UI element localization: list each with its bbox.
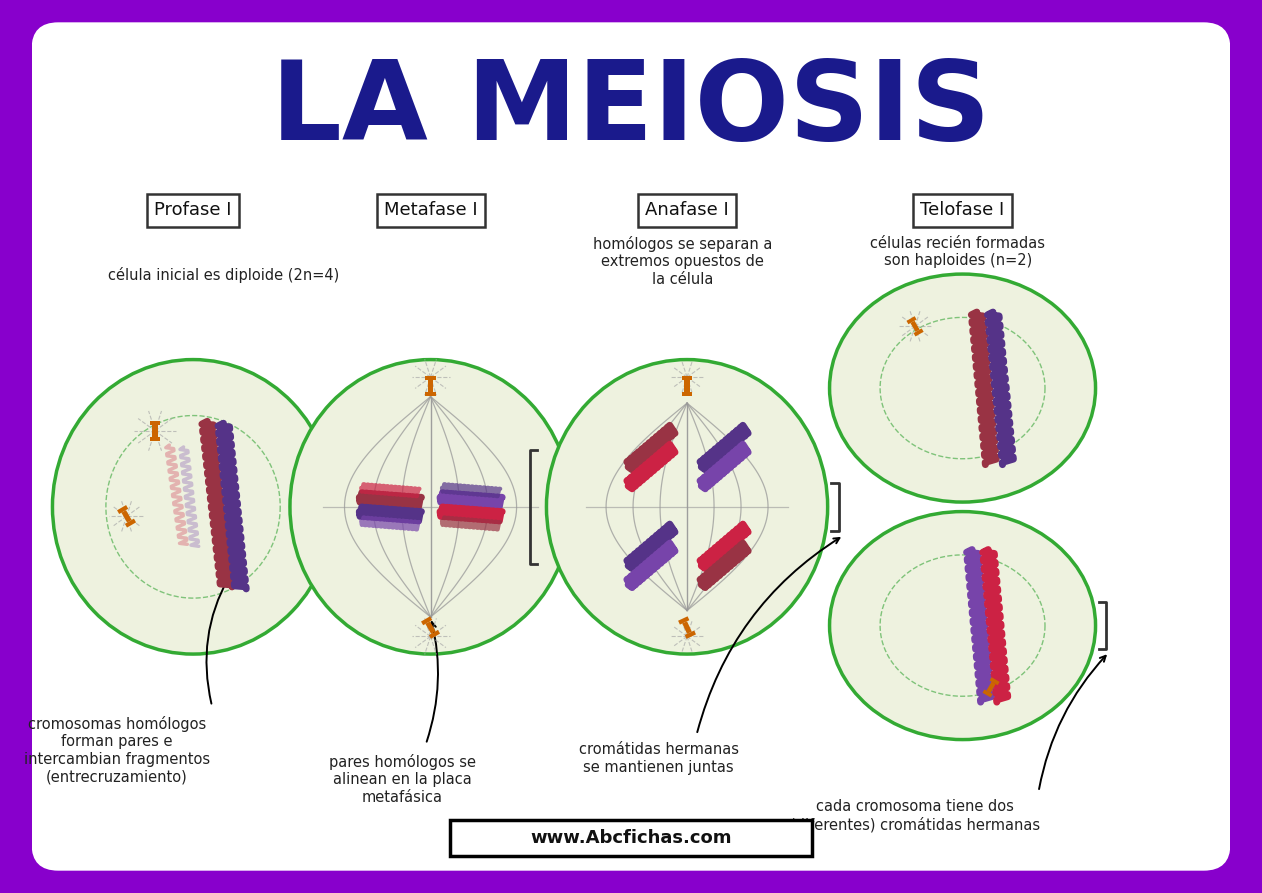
Polygon shape xyxy=(910,321,920,332)
Polygon shape xyxy=(989,677,1000,685)
Ellipse shape xyxy=(290,360,572,654)
Text: cada cromosoma tiene dos
(diferentes) cromátidas hermanas: cada cromosoma tiene dos (diferentes) cr… xyxy=(790,799,1040,832)
Polygon shape xyxy=(425,622,435,634)
Text: Metafase I: Metafase I xyxy=(384,202,477,220)
Polygon shape xyxy=(150,437,160,441)
Polygon shape xyxy=(987,681,996,693)
Polygon shape xyxy=(117,505,129,514)
Text: pares homólogos se
alinean en la placa
metafásica: pares homólogos se alinean en la placa m… xyxy=(328,754,476,805)
Polygon shape xyxy=(914,329,924,337)
Polygon shape xyxy=(678,616,689,624)
Text: cromosomas homólogos
forman pares e
intercambian fragmentos
(entrecruzamiento): cromosomas homólogos forman pares e inte… xyxy=(24,716,209,784)
Text: célula inicial es diploide (2n=4): célula inicial es diploide (2n=4) xyxy=(107,267,338,283)
Text: Telofase I: Telofase I xyxy=(920,202,1005,220)
Polygon shape xyxy=(153,425,158,437)
Polygon shape xyxy=(422,616,432,625)
Polygon shape xyxy=(150,421,160,425)
FancyBboxPatch shape xyxy=(681,376,693,380)
Text: homólogos se separan a
extremos opuestos de
la célula: homólogos se separan a extremos opuestos… xyxy=(593,236,772,287)
Text: Profase I: Profase I xyxy=(154,202,232,220)
Ellipse shape xyxy=(829,274,1095,502)
Ellipse shape xyxy=(546,360,828,654)
FancyBboxPatch shape xyxy=(681,392,693,396)
Polygon shape xyxy=(429,630,440,638)
FancyBboxPatch shape xyxy=(449,821,813,856)
FancyBboxPatch shape xyxy=(684,380,689,392)
Text: células recién formadas
son haploides (n=2): células recién formadas son haploides (n… xyxy=(871,236,1045,269)
FancyBboxPatch shape xyxy=(425,392,435,396)
Polygon shape xyxy=(906,316,916,324)
Polygon shape xyxy=(983,689,992,697)
Polygon shape xyxy=(121,510,131,522)
FancyBboxPatch shape xyxy=(425,376,435,380)
Text: LA MEIOSIS: LA MEIOSIS xyxy=(271,56,991,163)
Polygon shape xyxy=(685,630,697,638)
Text: www.Abcfichas.com: www.Abcfichas.com xyxy=(530,830,732,847)
FancyBboxPatch shape xyxy=(32,22,1230,871)
Ellipse shape xyxy=(829,512,1095,739)
Ellipse shape xyxy=(53,360,333,654)
Polygon shape xyxy=(683,622,692,634)
Text: cromátidas hermanas
se mantienen juntas: cromátidas hermanas se mantienen juntas xyxy=(578,742,738,775)
Text: Anafase I: Anafase I xyxy=(645,202,729,220)
FancyBboxPatch shape xyxy=(428,380,433,392)
Polygon shape xyxy=(125,519,136,528)
